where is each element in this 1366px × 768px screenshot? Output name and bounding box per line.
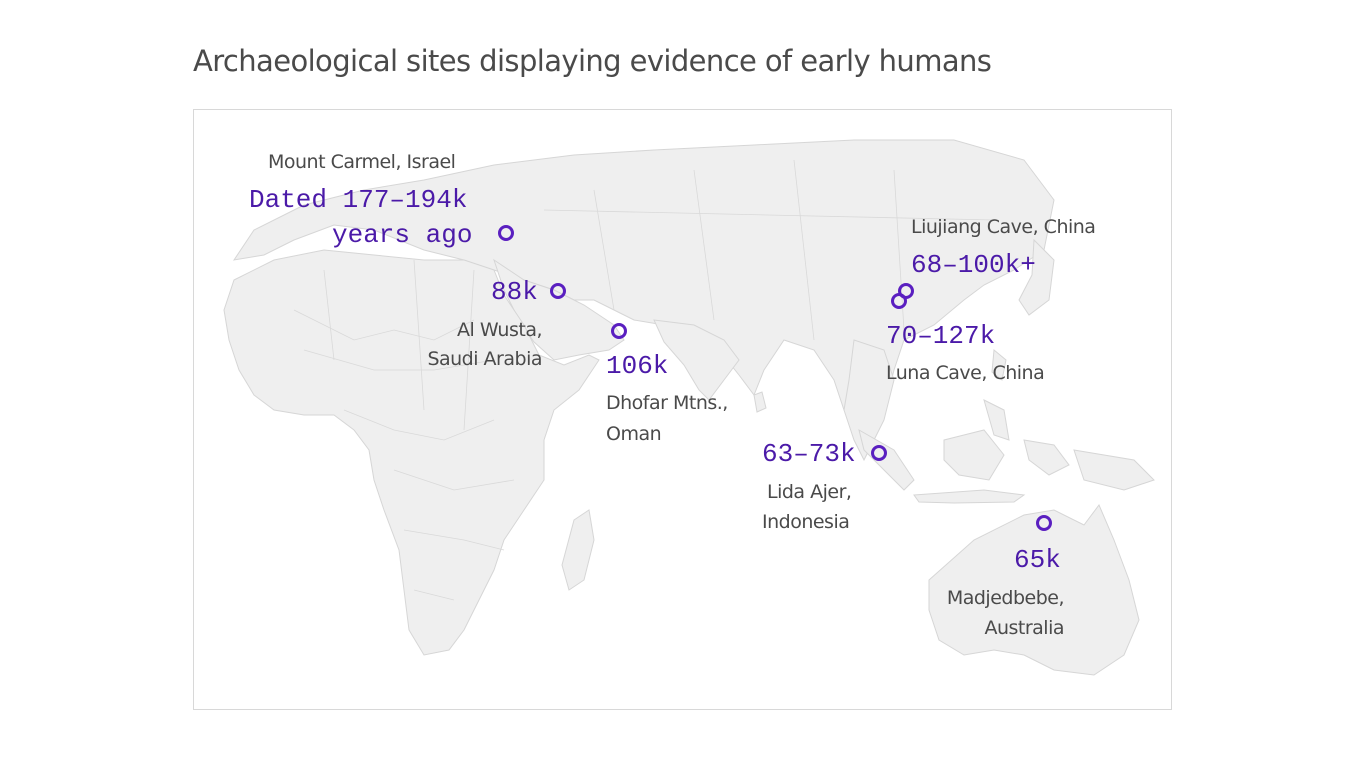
world-map (223, 139, 1155, 676)
site-date-al-wusta: 88k (491, 277, 538, 307)
site-date-liujiang: 68–100k+ (911, 250, 1036, 280)
site-marker-al-wusta[interactable] (550, 283, 566, 299)
site-date-dhofar: 106k (606, 351, 669, 381)
site-date-mount-carmel-line1: Dated 177–194k (249, 185, 468, 215)
site-name-dhofar-line1: Dhofar Mtns., (606, 392, 728, 414)
site-name-madjedbebe-line2: Australia (984, 617, 1064, 639)
site-date-mount-carmel-line2: years ago (332, 220, 473, 250)
site-marker-luna[interactable] (891, 293, 907, 309)
site-marker-lida-ajer[interactable] (871, 445, 887, 461)
site-name-dhofar-line2: Oman (606, 423, 662, 445)
chart-title: Archaeological sites displaying evidence… (193, 44, 992, 78)
site-name-madjedbebe-line1: Madjedbebe, (946, 587, 1065, 609)
map-frame: Mount Carmel, Israel Dated 177–194k year… (193, 109, 1172, 710)
site-name-lida-ajer-line2: Indonesia (762, 511, 850, 533)
site-name-al-wusta-line2: Saudi Arabia (427, 348, 542, 370)
site-name-lida-ajer-line1: Lida Ajer, (767, 481, 852, 503)
site-date-luna: 70–127k (886, 321, 996, 351)
site-name-mount-carmel: Mount Carmel, Israel (268, 151, 456, 173)
site-name-liujiang: Liujiang Cave, China (911, 216, 1096, 238)
site-marker-mount-carmel[interactable] (498, 225, 514, 241)
site-name-al-wusta-line1: Al Wusta, (457, 319, 543, 341)
site-date-lida-ajer: 63–73k (762, 439, 856, 469)
site-marker-dhofar[interactable] (611, 323, 627, 339)
site-name-luna: Luna Cave, China (886, 362, 1045, 384)
site-marker-madjedbebe[interactable] (1036, 515, 1052, 531)
site-date-madjedbebe: 65k (1014, 545, 1061, 575)
